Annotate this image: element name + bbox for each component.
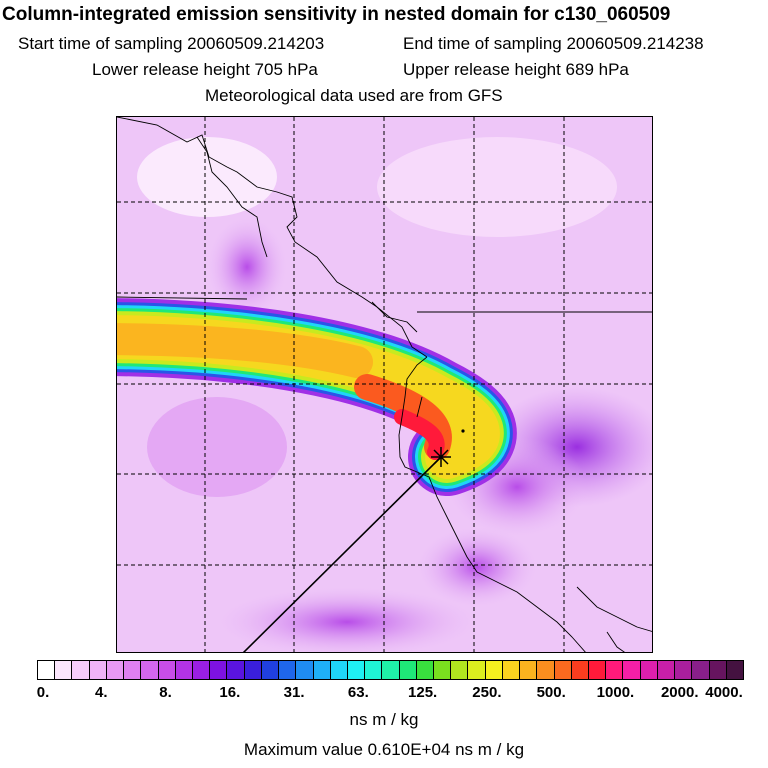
colorbar-cell — [227, 661, 245, 679]
colorbar-cell — [192, 661, 211, 679]
colorbar-cell — [296, 661, 314, 679]
colorbar-tick-label: 1000. — [596, 684, 635, 701]
maximum-value: Maximum value 0.610E+04 ns m / kg — [243, 740, 525, 759]
colorbar-cell — [244, 661, 262, 679]
colorbar-cell — [520, 661, 538, 679]
colorbar-cell — [141, 661, 159, 679]
mid-region — [417, 527, 537, 607]
colorbar-tick-label: 8. — [159, 684, 172, 701]
colorbar-tick-label: 125. — [408, 684, 438, 701]
colorbar-cell — [657, 661, 676, 679]
colorbar-cell — [675, 661, 693, 679]
map-svg — [117, 117, 652, 652]
colorbar-cell — [261, 661, 280, 679]
colorbar-cell — [434, 661, 452, 679]
colorbar-cell — [468, 661, 486, 679]
colorbar-cell — [692, 661, 710, 679]
grid — [117, 117, 652, 652]
colorbar-tick-label: 250. — [472, 684, 502, 701]
colorbar-cell — [158, 661, 176, 679]
colorbar-cell — [38, 661, 56, 679]
colorbar-tick-label: 500. — [536, 684, 566, 701]
colorbar-cell — [347, 661, 366, 679]
end-time: End time of sampling 20060509.214238 — [403, 34, 704, 53]
colorbar-cell — [313, 661, 331, 679]
colorbar — [37, 660, 744, 680]
colorbar-units: ns m / kg — [349, 710, 419, 729]
colorbar-cell — [485, 661, 503, 679]
point-marker — [461, 429, 465, 433]
colorbar-cell — [589, 661, 607, 679]
colorbar-cell — [382, 661, 400, 679]
flight-track — [242, 456, 442, 652]
colorbar-cell — [606, 661, 624, 679]
colorbar-cell — [640, 661, 658, 679]
colorbar-cell — [72, 661, 90, 679]
colorbar-cell — [451, 661, 469, 679]
colorbar-tick-label: 4000. — [705, 684, 743, 701]
sensitivity-map — [116, 116, 653, 653]
mid-region — [217, 587, 477, 652]
colorbar-cell — [416, 661, 435, 679]
lower-release-height: Lower release height 705 hPa — [92, 60, 318, 79]
colorbar-tick-label: 4. — [95, 684, 108, 701]
colorbar-cell — [175, 661, 193, 679]
colorbar-tick-label: 31. — [283, 684, 305, 701]
colorbar-cell — [89, 661, 107, 679]
colorbar-tick-label: 2000. — [660, 684, 699, 701]
colorbar-cell — [365, 661, 383, 679]
low-region — [377, 137, 617, 237]
colorbar-cell — [623, 661, 641, 679]
colorbar-cell — [330, 661, 348, 679]
map-title: Column-integrated emission sensitivity i… — [2, 4, 671, 25]
colorbar-cell — [279, 661, 297, 679]
colorbar-cell — [571, 661, 589, 679]
low-region — [137, 137, 277, 217]
colorbar-cell — [210, 661, 228, 679]
upper-release-height: Upper release height 689 hPa — [403, 60, 629, 79]
colorbar-tick-label: 16. — [219, 684, 241, 701]
colorbar-cell — [502, 661, 521, 679]
colorbar-cell — [537, 661, 555, 679]
colorbar-cell — [55, 661, 73, 679]
colorbar-cell — [554, 661, 572, 679]
colorbar-tick-label: 0. — [36, 684, 50, 701]
colorbar-tick-label: 63. — [347, 684, 369, 701]
mid-region — [147, 397, 287, 497]
colorbar-cell — [124, 661, 142, 679]
coastlines — [117, 117, 652, 652]
colorbar-cell — [709, 661, 727, 679]
met-data-source: Meteorological data used are from GFS — [205, 86, 503, 105]
start-time: Start time of sampling 20060509.214203 — [18, 34, 325, 53]
colorbar-cell — [399, 661, 417, 679]
colorbar-cell — [106, 661, 125, 679]
colorbar-cell — [726, 661, 743, 679]
mid-region — [207, 217, 287, 317]
